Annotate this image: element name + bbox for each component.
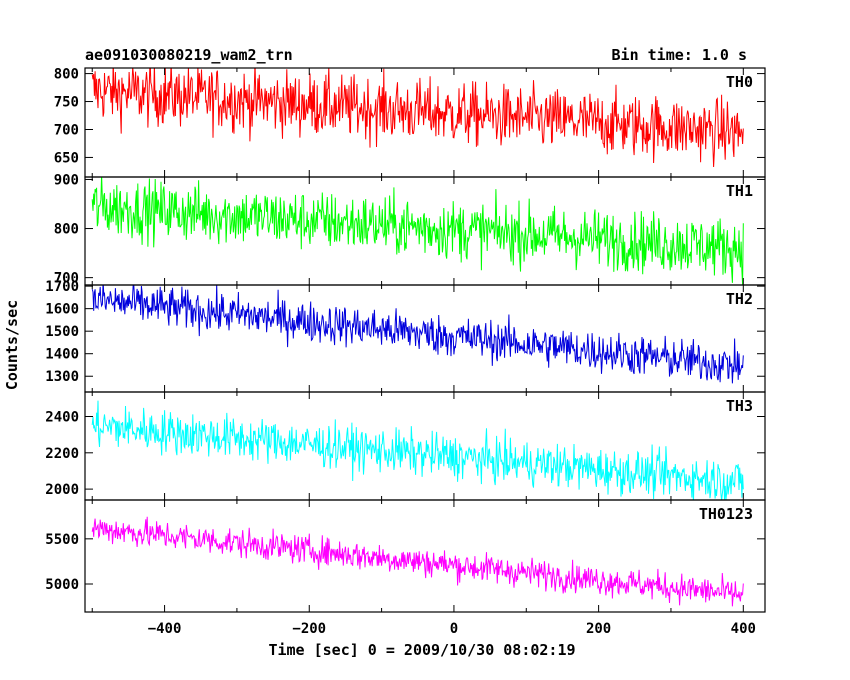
series-line-th3 [91, 400, 744, 500]
y-tick-label: 2000 [45, 482, 79, 498]
panel-label: TH0 [726, 73, 753, 91]
y-tick-label: 800 [54, 222, 79, 238]
panel-th0: TH0 650 700 750 800 [54, 67, 766, 178]
y-tick-label: 750 [54, 95, 79, 111]
y-tick-label: 1500 [45, 324, 79, 340]
series-line-th2 [91, 285, 744, 384]
bin-time-label: Bin time: 1.0 s [612, 46, 747, 64]
panel-label: TH0123 [699, 505, 753, 523]
y-tick-label: 2400 [45, 410, 79, 426]
y-tick-label: 2200 [45, 446, 79, 462]
panel-label: TH3 [726, 397, 753, 415]
y-tick-label: 1300 [45, 369, 79, 385]
series-line-th0 [91, 68, 744, 168]
panel-label: TH1 [726, 182, 753, 200]
y-tick-label: 5500 [45, 532, 79, 548]
panels-group: TH0 650 700 750 800 TH1 700 800 900 TH2 1300 1400 15… [45, 67, 766, 613]
panel-th1: TH1 700 800 900 [54, 172, 766, 287]
y-tick-label: 900 [54, 172, 79, 188]
panel-label: TH2 [726, 290, 753, 308]
y-tick-label: 5000 [45, 577, 79, 593]
panel-th2: TH2 1300 1400 1500 1600 1700 [45, 279, 766, 393]
y-tick-label: 700 [54, 271, 79, 287]
series-line-th0123 [91, 516, 744, 607]
x-tick-label: 200 [586, 621, 611, 637]
y-tick-label: 1600 [45, 302, 79, 318]
y-tick-label: 650 [54, 150, 79, 166]
panel-th3: TH3 2000 2200 2400 [45, 391, 766, 501]
x-axis-ticks: −400 −200 0 200 400 [148, 621, 756, 637]
chart-title: ae091030080219_wam2_trn [85, 46, 293, 64]
y-tick-label: 800 [54, 67, 79, 83]
panel-frame [84, 499, 766, 613]
y-tick-label: 1700 [45, 279, 79, 295]
y-tick-label: 700 [54, 122, 79, 138]
series-line-th1 [91, 177, 744, 285]
x-tick-label: −400 [148, 621, 182, 637]
x-axis-label: Time [sec] 0 = 2009/10/30 08:02:19 [268, 641, 575, 659]
y-tick-label: 1400 [45, 347, 79, 363]
x-tick-label: 0 [450, 621, 458, 637]
x-tick-label: 400 [731, 621, 756, 637]
panel-frame [84, 67, 766, 178]
panel-th0123: TH0123 5000 5500 [45, 499, 766, 613]
y-axis-label: Counts/sec [3, 300, 21, 390]
x-tick-label: −200 [292, 621, 326, 637]
